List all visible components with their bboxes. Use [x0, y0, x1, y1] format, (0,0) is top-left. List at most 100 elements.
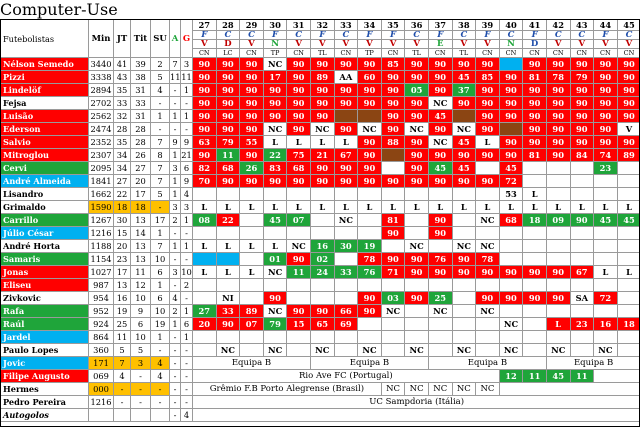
match-cell — [499, 279, 523, 292]
result-code: D — [216, 40, 240, 49]
stat-goals: - — [181, 370, 193, 383]
match-cell: 72 — [499, 175, 523, 188]
match-cell: 79 — [263, 318, 287, 331]
stat-assists: - — [170, 396, 181, 409]
competition-code: TL — [405, 49, 429, 58]
stat-tit: 10 — [131, 331, 151, 344]
match-cell — [287, 331, 311, 344]
competition-code: CN — [334, 49, 358, 58]
match-cell: 90 — [499, 71, 523, 84]
match-cell: 25 — [428, 292, 452, 305]
match-cell: 90 — [546, 84, 570, 97]
match-cell: 45 — [452, 136, 476, 149]
stat-assists: - — [170, 383, 181, 396]
match-cell: 90 — [476, 97, 500, 110]
match-cell — [546, 175, 570, 188]
match-cell: NC — [476, 305, 500, 318]
match-cell — [287, 344, 311, 357]
match-cell — [334, 292, 358, 305]
venue-code: F — [193, 31, 217, 40]
match-cell: 90 — [287, 305, 311, 318]
match-cell: NC — [263, 266, 287, 279]
stat-assists: 1 — [170, 188, 181, 201]
round-number: 32 — [310, 20, 334, 31]
match-cell: NC — [263, 305, 287, 318]
stat-tit: - — [131, 370, 151, 383]
match-cell: 09 — [546, 214, 570, 227]
stat-tit: 5 — [131, 344, 151, 357]
stat-min: 2095 — [89, 162, 114, 175]
match-cell: L — [240, 266, 264, 279]
match-cell — [334, 279, 358, 292]
match-cell: 90 — [476, 292, 500, 305]
match-cell — [452, 279, 476, 292]
match-cell: 90 — [381, 227, 405, 240]
result-code: V — [193, 40, 217, 49]
venue-code: C — [287, 31, 311, 40]
stat-assists: - — [170, 344, 181, 357]
match-cell: 88 — [381, 136, 405, 149]
match-cell — [570, 344, 594, 357]
jt-col-header: JT — [114, 20, 131, 58]
match-cell — [193, 188, 217, 201]
match-cell — [476, 162, 500, 175]
stat-min: 1216 — [89, 396, 114, 409]
match-cell — [499, 331, 523, 344]
result-code: V — [358, 40, 382, 49]
round-number: 28 — [216, 20, 240, 31]
match-cell: L — [405, 201, 429, 214]
result-code: V — [405, 40, 429, 49]
match-cell — [570, 331, 594, 344]
player-name: André Horta — [1, 240, 89, 253]
match-cell: NC — [358, 344, 382, 357]
match-cell — [358, 318, 382, 331]
stat-assists: 1 — [170, 149, 181, 162]
stat-assists: - — [170, 331, 181, 344]
match-cell — [263, 331, 287, 344]
result-code: V — [334, 40, 358, 49]
match-cell: 30 — [334, 240, 358, 253]
a-col-header: A — [170, 20, 181, 58]
match-cell: 90 — [358, 305, 382, 318]
match-cell: 90 — [263, 84, 287, 97]
stat-su: - — [151, 344, 170, 357]
match-cell: 45 — [428, 110, 452, 123]
match-cell: L — [193, 266, 217, 279]
match-cell: 90 — [334, 58, 358, 71]
match-cell: 70 — [193, 175, 217, 188]
stat-min: 1267 — [89, 214, 114, 227]
match-cell: L — [287, 136, 311, 149]
stat-su: 4 — [151, 370, 170, 383]
match-cell: 90 — [216, 71, 240, 84]
match-cell: NI — [216, 292, 240, 305]
match-cell: 21 — [310, 149, 334, 162]
competition-code: CN — [381, 49, 405, 58]
match-cell: NC — [310, 344, 334, 357]
match-cell — [570, 162, 594, 175]
match-cell — [216, 188, 240, 201]
result-code: V — [594, 40, 618, 49]
stat-goals: 3 — [181, 201, 193, 214]
match-cell — [193, 253, 217, 266]
match-cell: 03 — [381, 292, 405, 305]
match-cell: 90 — [240, 97, 264, 110]
match-cell: L — [476, 201, 500, 214]
match-cell: 90 — [546, 58, 570, 71]
match-cell: NC — [334, 214, 358, 227]
venue-code: C — [216, 31, 240, 40]
stat-jt: 15 — [114, 227, 131, 240]
stat-su: 5 — [151, 188, 170, 201]
match-cell — [358, 214, 382, 227]
match-cell — [594, 227, 618, 240]
match-cell: 63 — [193, 136, 217, 149]
match-cell — [452, 110, 476, 123]
match-cell: 45 — [452, 162, 476, 175]
match-cell — [240, 188, 264, 201]
result-code: V — [546, 40, 570, 49]
match-cell — [594, 188, 618, 201]
